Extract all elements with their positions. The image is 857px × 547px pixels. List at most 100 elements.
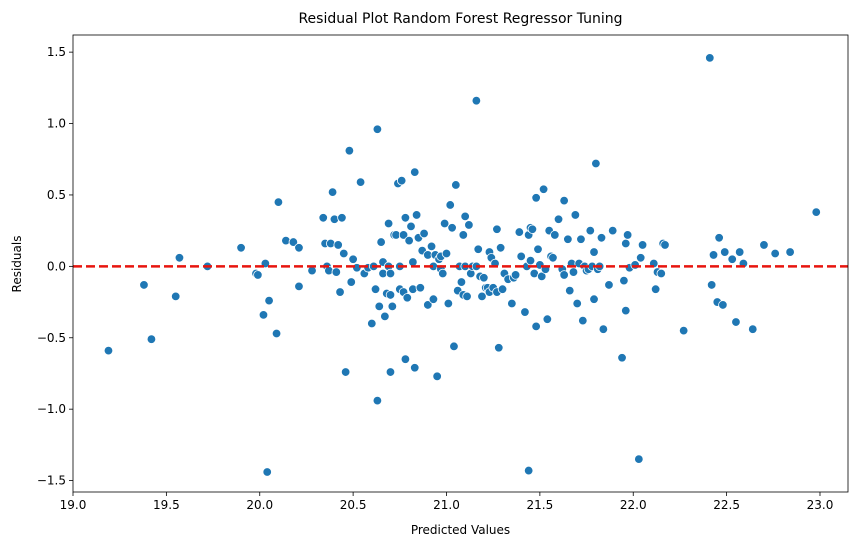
scatter-point-124 [495,243,506,253]
scatter-point-179 [608,225,618,236]
scatter-point-203 [720,247,730,257]
scatter-point-197 [705,53,715,63]
scatter-point-139 [527,224,538,234]
scatter-point-73 [410,363,420,373]
scatter-point-53 [385,268,396,279]
x-tick-label-4: 21.0 [433,498,460,512]
scatter-point-45 [374,301,384,312]
scatter-point-72 [410,167,420,177]
scatter-point-18 [294,243,304,253]
scatter-point-32 [340,367,351,377]
scatter-point-172 [589,247,599,257]
scatter-point-171 [589,294,599,304]
scatter-point-183 [621,305,631,316]
scatter-point-158 [565,285,575,296]
scatter-point-184 [622,230,633,240]
scatter-point-35 [348,254,358,264]
scatter-point-91 [441,248,452,259]
scatter-point-113 [479,273,489,283]
scatter-point-201 [714,233,724,243]
scatter-point-54 [385,367,396,377]
scatter-point-177 [598,324,609,334]
scatter-point-101 [458,230,469,240]
axes: 19.0 19.5 20.0 20.5 21.0 21.5 22.0 22.5 23.0 −1.5… [37,45,833,512]
scatter-point-152 [550,230,560,240]
scatter-point-187 [634,454,644,464]
scatter-point-155 [559,195,569,206]
scatter-point-11 [262,467,272,477]
scatter-point-0 [103,345,114,356]
scatter-point-110 [473,244,483,254]
scatter-point-70 [408,257,418,267]
scatter-point-74 [411,210,422,220]
scatter-point-25 [327,187,338,197]
scatter-point-9 [258,310,269,320]
scatter-point-46 [376,237,386,247]
scatter-point-202 [718,300,728,310]
scatter-point-133 [520,307,530,317]
scatter-point-143 [533,244,543,254]
scatter-point-122 [492,224,502,234]
scatter-point-13 [271,328,282,339]
scatter-point-20 [318,213,328,223]
scatter-point-67 [402,293,412,303]
scatter-point-96 [451,180,461,190]
scatter-point-191 [650,284,661,294]
scatter-point-12 [264,295,274,306]
scatter-point-104 [462,291,472,302]
scatter-point-19 [307,265,317,276]
scatter-point-148 [542,314,553,324]
scatter-point-210 [770,248,780,259]
scatter-point-76 [415,283,426,293]
scatter-point-142 [531,321,541,332]
scatter-point-34 [346,277,356,287]
x-tick-label-2: 20.0 [246,498,273,512]
scatter-point-165 [578,315,588,326]
scatter-point-95 [449,341,459,352]
scatter-point-56 [387,301,398,312]
scatter-point-123 [494,343,504,353]
scatter-point-128 [507,298,517,309]
scatter-point-52 [383,218,394,229]
scatter-point-212 [811,207,821,217]
scatter-point-160 [568,267,579,277]
scatter-point-78 [419,228,429,239]
scatter-point-28 [333,240,343,250]
y-tick-label-2: −0.5 [37,331,66,345]
scatter-point-137 [525,255,536,266]
scatter-point-141 [531,193,541,203]
scatter-point-33 [344,145,355,156]
y-tick-label-3: 0.0 [47,259,66,273]
scatter-point-79 [423,300,433,310]
scatter-points [103,53,821,477]
x-tick-label-8: 23.0 [807,498,834,512]
scatter-point-112 [477,291,487,302]
scatter-point-42 [370,284,381,294]
scatter-point-36 [352,263,362,273]
scatter-point-92 [443,298,454,309]
scatter-point-211 [785,247,795,257]
scatter-point-176 [596,233,607,243]
scatter-point-189 [637,240,648,250]
scatter-point-31 [339,248,349,259]
scatter-point-17 [294,281,304,292]
scatter-point-16 [288,237,299,247]
scatter-point-193 [656,268,666,279]
scatter-point-204 [727,254,737,264]
scatter-point-102 [460,211,470,222]
scatter-point-136 [523,465,534,476]
scatter-point-208 [748,324,758,334]
x-axis-title: Predicted Values [411,523,510,537]
x-tick-label-3: 20.5 [340,498,367,512]
scatter-point-49 [380,311,390,322]
scatter-point-182 [621,238,631,249]
scatter-point-62 [396,175,407,186]
scatter-point-180 [617,353,627,363]
scatter-point-209 [759,240,769,250]
scatter-point-44 [372,124,383,134]
scatter-point-178 [604,280,614,290]
scatter-point-40 [367,318,377,329]
x-tick-label-5: 21.5 [527,498,554,512]
scatter-point-69 [406,221,416,232]
